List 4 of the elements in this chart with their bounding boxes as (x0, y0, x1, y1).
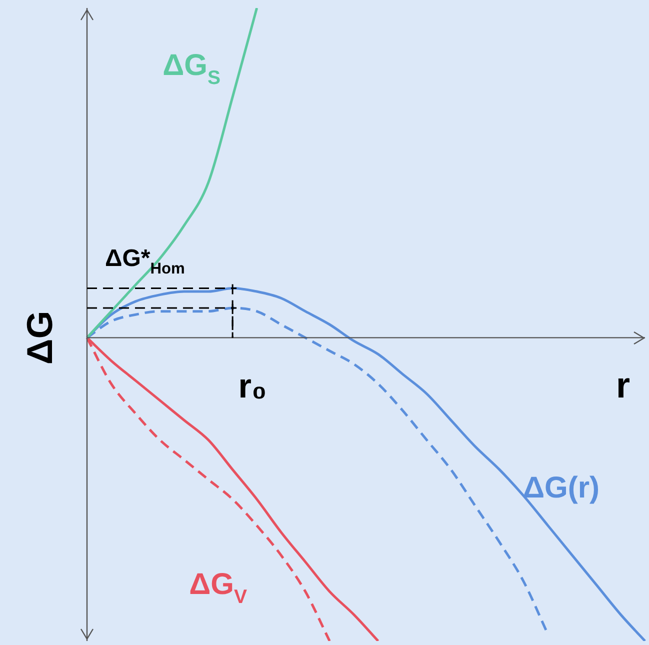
y-axis-title: ΔG (19, 310, 60, 365)
x-axis-title: r (616, 364, 630, 406)
series-label: ΔG(r) (522, 472, 600, 505)
annotation: r₀ (238, 368, 267, 406)
